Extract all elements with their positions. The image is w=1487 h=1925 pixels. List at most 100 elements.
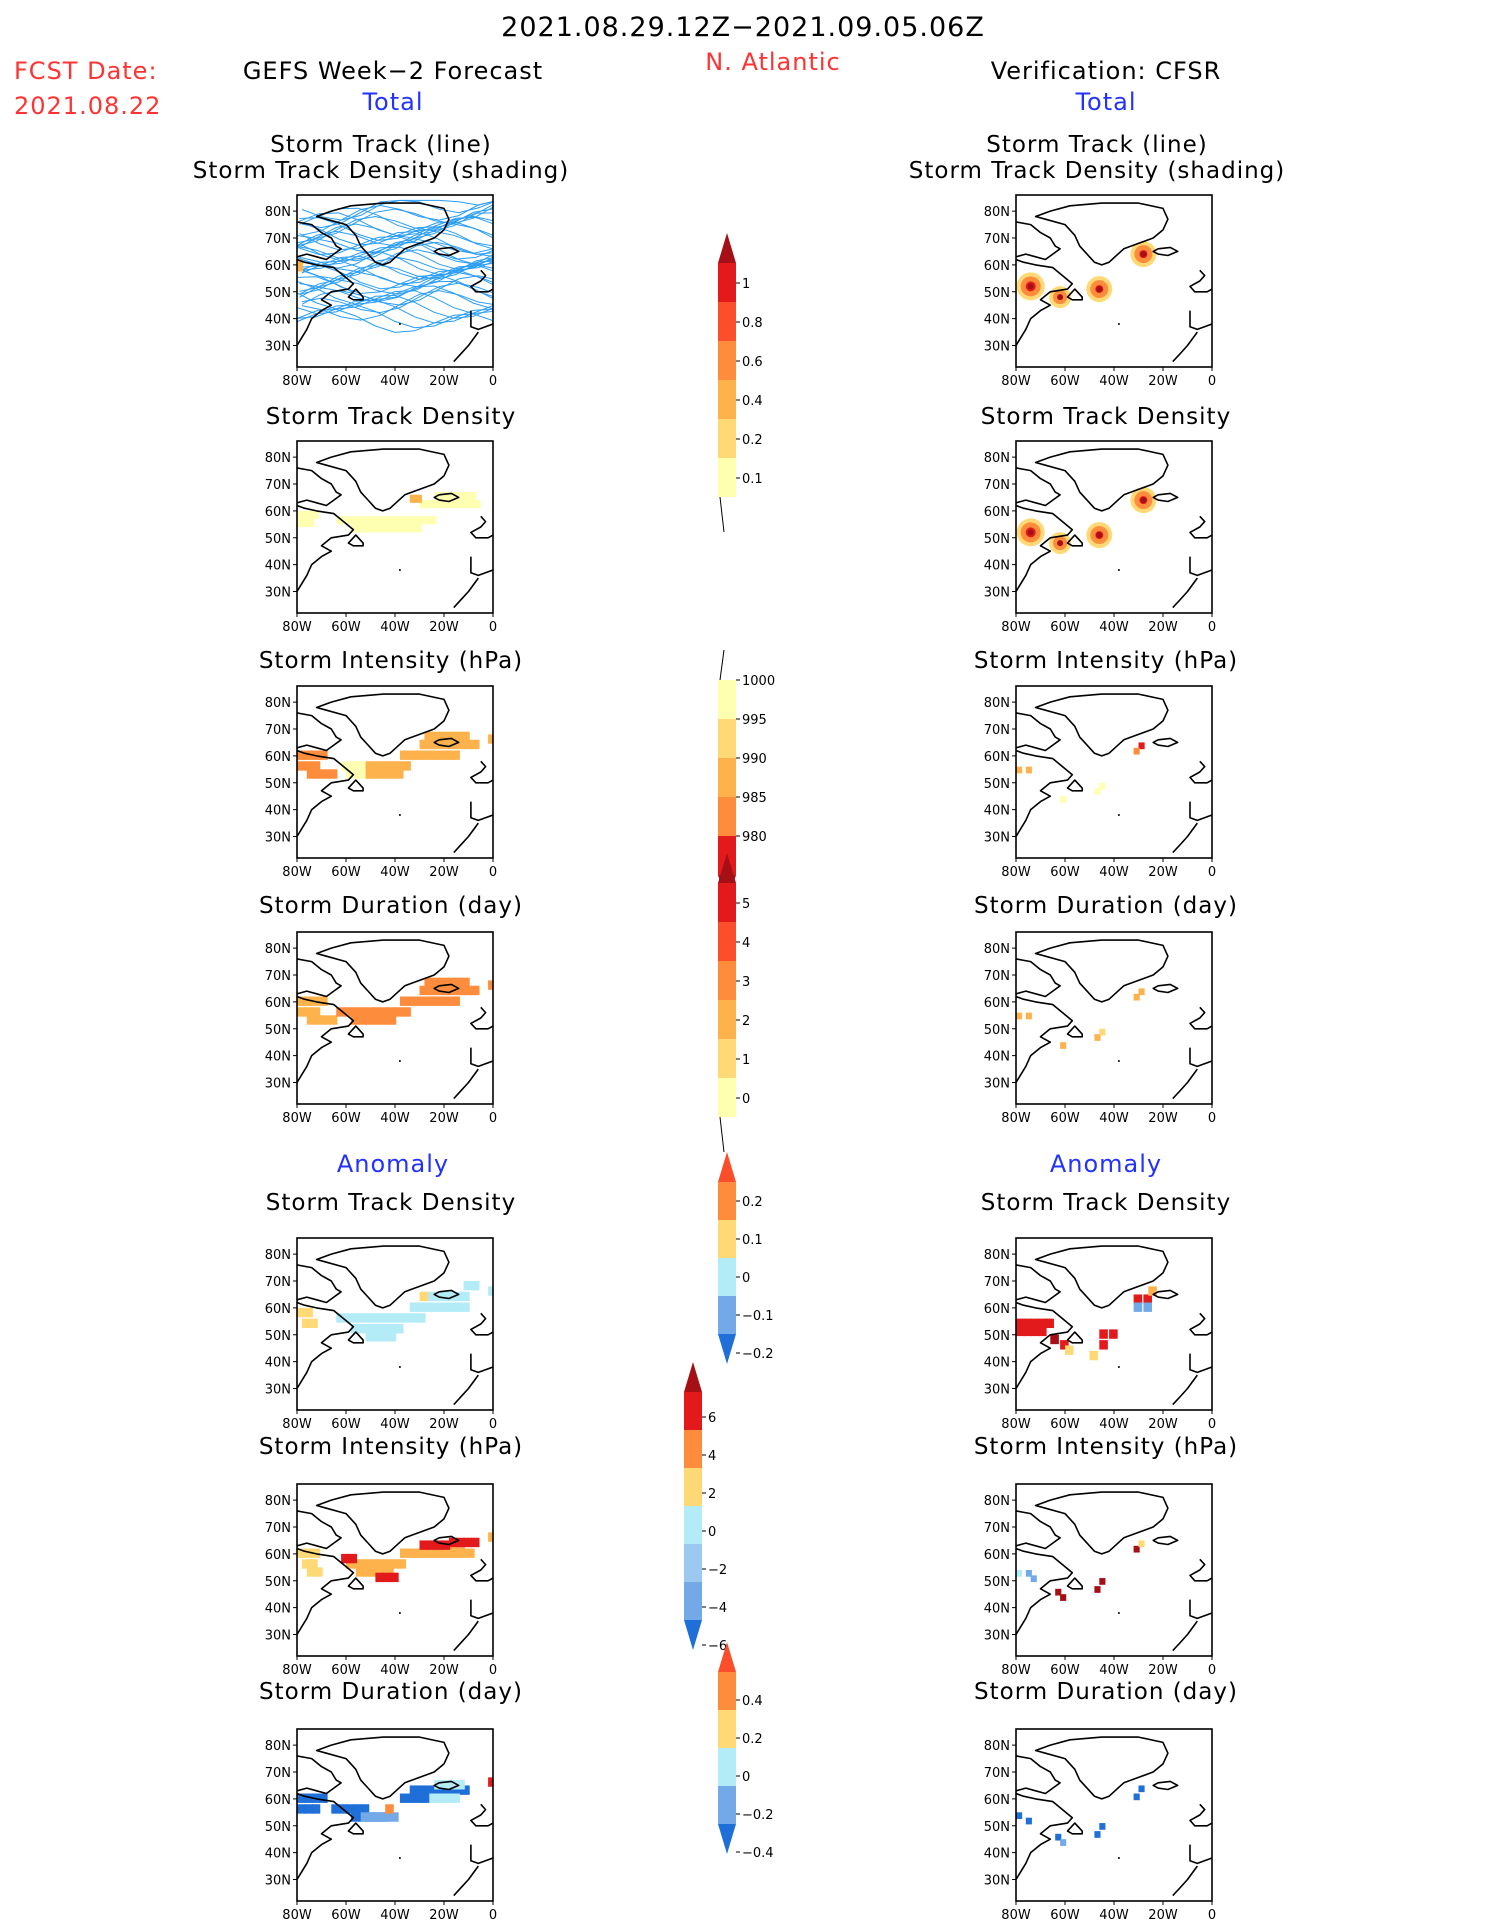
map-panel-r5-c0: 80N 70N 60N 50N 40N 30N 80W 60W 40W 20W 0 — [265, 1483, 497, 1678]
lat-tick-label: 60N — [265, 1548, 291, 1563]
lat-tick-label: 50N — [984, 777, 1010, 792]
lon-tick-label: 0 — [489, 374, 497, 389]
colorbar-tick-label: 0.4 — [742, 394, 763, 409]
lat-tick-label: 30N — [984, 831, 1010, 846]
left-total-label: Total — [362, 88, 424, 116]
lat-tick-label: 60N — [265, 1302, 291, 1317]
lat-tick-label: 60N — [984, 259, 1010, 274]
lat-tick-label: 60N — [265, 996, 291, 1011]
lon-tick-label: 60W — [331, 1417, 361, 1432]
lon-tick-label: 20W — [429, 1417, 459, 1432]
lat-tick-label: 70N — [265, 969, 291, 984]
right-anomaly-label: Anomaly — [1049, 1150, 1163, 1178]
lat-tick-label: 40N — [265, 804, 291, 819]
colorbar-tick-label: 0.2 — [742, 1732, 763, 1747]
lat-tick-label: 30N — [265, 1383, 291, 1398]
lat-tick-label: 70N — [265, 232, 291, 247]
lat-tick-label: 50N — [265, 1023, 291, 1038]
colorbar-tick-label: 0.1 — [742, 1233, 763, 1248]
lon-tick-label: 20W — [1148, 620, 1178, 635]
left-anomaly-label: Anomaly — [336, 1150, 450, 1178]
right-density-title: Storm Track Density — [980, 404, 1232, 430]
left-anom-intensity-title: Storm Intensity (hPa) — [258, 1434, 524, 1460]
colorbar-tick-label: 1 — [742, 277, 750, 292]
map-panel-r6-c1: 80N 70N 60N 50N 40N 30N 80W 60W 40W 20W 0 — [984, 1728, 1216, 1923]
lat-tick-label: 80N — [265, 1248, 291, 1263]
lon-tick-label: 80W — [282, 620, 312, 635]
left-density-title: Storm Track Density — [265, 404, 517, 430]
left-anom-duration-title: Storm Duration (day) — [259, 1679, 523, 1705]
lon-tick-label: 40W — [1099, 1417, 1129, 1432]
lon-tick-label: 0 — [1208, 620, 1216, 635]
map-panel-r0-c1: 80N 70N 60N 50N 40N 30N 80W 60W 40W 20W 0 — [984, 194, 1216, 389]
lat-tick-label: 40N — [265, 1847, 291, 1862]
colorbar-tick-label: 0 — [708, 1525, 716, 1540]
lon-tick-label: 60W — [1050, 374, 1080, 389]
lon-tick-label: 60W — [1050, 865, 1080, 880]
colorbar-tick-label: −0.1 — [742, 1309, 774, 1324]
lat-tick-label: 60N — [984, 1302, 1010, 1317]
lon-tick-label: 40W — [1099, 1908, 1129, 1923]
colorbar-tick-label: 990 — [742, 752, 767, 767]
colorbar-tick-label: 6 — [708, 1411, 716, 1426]
lat-tick-label: 80N — [265, 696, 291, 711]
lon-tick-label: 20W — [429, 620, 459, 635]
lat-tick-label: 40N — [984, 1050, 1010, 1065]
lon-tick-label: 60W — [331, 620, 361, 635]
colorbar-tick-label: 995 — [742, 713, 767, 728]
lat-tick-label: 50N — [984, 1023, 1010, 1038]
lat-tick-label: 60N — [265, 1793, 291, 1808]
colorbar-5: 6 4 2 0 −2 −4 −6 — [684, 1362, 727, 1654]
lat-tick-label: 30N — [265, 1077, 291, 1092]
map-panel-r2-c0: 80N 70N 60N 50N 40N 30N 80W 60W 40W 20W 0 — [265, 685, 497, 880]
lon-tick-label: 60W — [1050, 1417, 1080, 1432]
lat-tick-label: 70N — [984, 1766, 1010, 1781]
fcst-date-label: FCST Date: — [14, 57, 158, 85]
lon-tick-label: 80W — [1001, 1663, 1031, 1678]
left-track-title-2: Storm Track Density (shading) — [192, 158, 570, 184]
lat-tick-label: 80N — [984, 205, 1010, 220]
map-panel-r3-c0: 80N 70N 60N 50N 40N 30N 80W 60W 40W 20W 0 — [265, 931, 497, 1126]
lon-tick-label: 0 — [1208, 1417, 1216, 1432]
lon-tick-label: 80W — [282, 865, 312, 880]
lat-tick-label: 30N — [265, 1629, 291, 1644]
map-panel-r1-c1: 80N 70N 60N 50N 40N 30N 80W 60W 40W 20W 0 — [984, 440, 1216, 635]
map-panel-r1-c0: 80N 70N 60N 50N 40N 30N 80W 60W 40W 20W 0 — [265, 440, 497, 635]
colorbar-tick-label: 0 — [742, 1092, 750, 1107]
lon-tick-label: 40W — [380, 620, 410, 635]
right-anom-density-title: Storm Track Density — [980, 1190, 1232, 1216]
lon-tick-label: 20W — [1148, 865, 1178, 880]
lon-tick-label: 0 — [1208, 374, 1216, 389]
lon-tick-label: 60W — [331, 374, 361, 389]
left-anom-density-title: Storm Track Density — [265, 1190, 517, 1216]
lon-tick-label: 20W — [1148, 1111, 1178, 1126]
lon-tick-label: 40W — [380, 1908, 410, 1923]
lat-tick-label: 50N — [984, 1575, 1010, 1590]
colorbar-tick-label: 1000 — [742, 674, 775, 689]
lat-tick-label: 70N — [984, 1521, 1010, 1536]
lon-tick-label: 80W — [282, 1417, 312, 1432]
lon-tick-label: 0 — [489, 865, 497, 880]
lon-tick-label: 40W — [1099, 620, 1129, 635]
colorbar-tick-label: 5 — [742, 897, 750, 912]
lat-tick-label: 40N — [265, 1050, 291, 1065]
colorbar-tick-label: 0.2 — [742, 1195, 763, 1210]
lat-tick-label: 80N — [265, 205, 291, 220]
lat-tick-label: 50N — [265, 1820, 291, 1835]
left-track-title-1: Storm Track (line) — [270, 132, 492, 158]
lat-tick-label: 60N — [984, 505, 1010, 520]
lat-tick-label: 40N — [984, 313, 1010, 328]
right-intensity-title: Storm Intensity (hPa) — [973, 648, 1239, 674]
lat-tick-label: 70N — [265, 1275, 291, 1290]
colorbar-3: 5 4 3 2 1 0 — [718, 853, 750, 1153]
fcst-date-value: 2021.08.22 — [14, 92, 162, 120]
lat-tick-label: 80N — [984, 451, 1010, 466]
lat-tick-label: 40N — [265, 313, 291, 328]
lat-tick-label: 70N — [984, 478, 1010, 493]
lat-tick-label: 80N — [265, 451, 291, 466]
period-title: 2021.08.29.12Z−2021.09.05.06Z — [501, 12, 985, 43]
lon-tick-label: 0 — [1208, 1908, 1216, 1923]
colorbar-tick-label: −0.4 — [742, 1846, 774, 1861]
lat-tick-label: 80N — [984, 1739, 1010, 1754]
